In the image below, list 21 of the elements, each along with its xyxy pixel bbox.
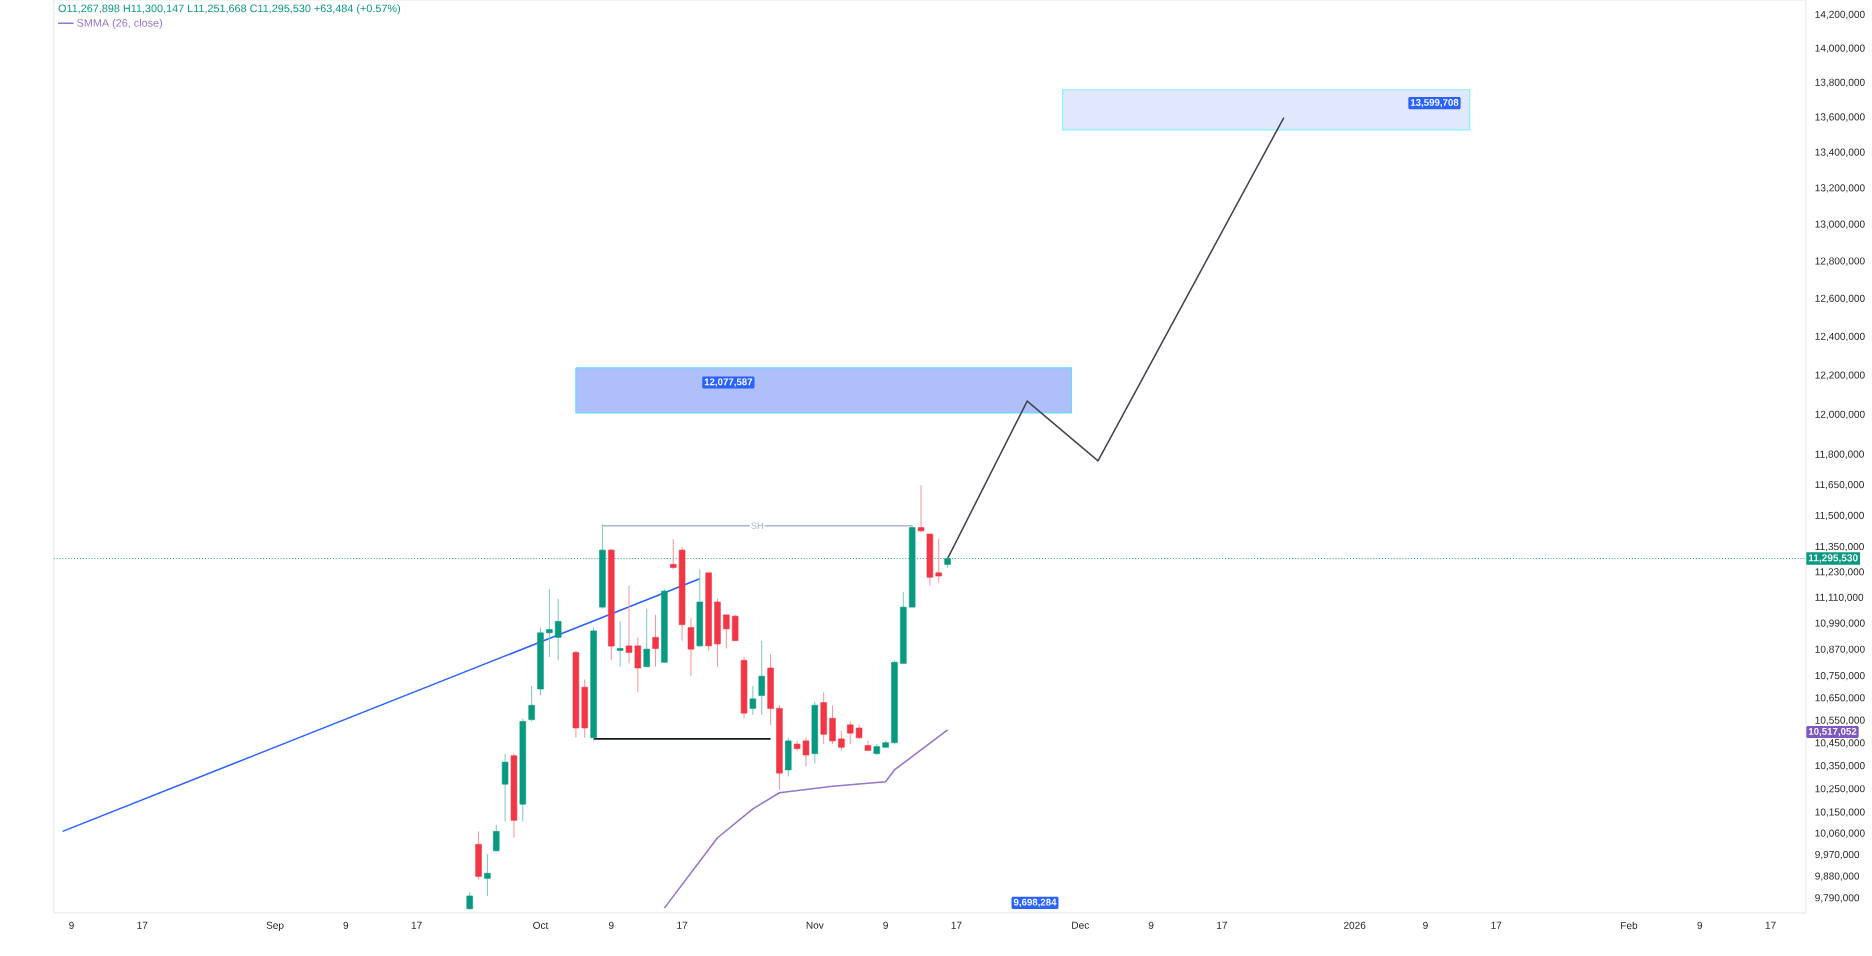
- candlestick: [696, 569, 703, 648]
- candlestick: [785, 737, 792, 777]
- candlestick: [643, 608, 650, 668]
- candlestick: [616, 620, 624, 668]
- line-series: [663, 729, 949, 910]
- candlestick: [687, 617, 695, 677]
- candlestick: [484, 853, 491, 897]
- candlestick: [758, 640, 765, 716]
- candlestick: [625, 585, 633, 664]
- candlestick: [493, 824, 500, 852]
- candlestick: [802, 737, 810, 768]
- candlestick: [749, 685, 757, 716]
- candlestick: [475, 831, 482, 881]
- candlestick: [926, 533, 934, 587]
- line-series: [946, 116, 1285, 560]
- candlestick: [917, 485, 925, 533]
- candlestick: [501, 753, 509, 823]
- candlestick: [652, 614, 659, 668]
- candlestick: [731, 614, 739, 642]
- candlestick: [554, 598, 562, 661]
- candlestick: [528, 685, 535, 723]
